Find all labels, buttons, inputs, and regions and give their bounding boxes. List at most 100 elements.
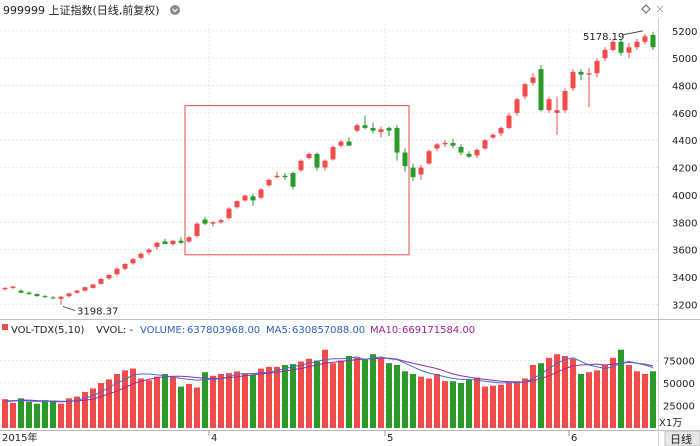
diamond-icon[interactable] (641, 4, 651, 14)
candle (618, 39, 624, 56)
candle-body (626, 47, 632, 53)
volume-bar (370, 354, 376, 428)
volume-tick-label: 50000 (663, 379, 695, 390)
volume-bar (346, 356, 352, 428)
candle-body (178, 240, 184, 243)
candle (122, 263, 128, 271)
volume-bar (434, 374, 440, 428)
volume-bar (482, 386, 488, 428)
candle (66, 292, 72, 298)
candle (498, 126, 504, 137)
candle (378, 126, 384, 138)
candle (34, 293, 40, 297)
volume-bar (586, 372, 592, 428)
candle (514, 97, 520, 116)
candle (370, 122, 376, 134)
candle-body (74, 290, 80, 293)
candlestick-series (2, 32, 656, 305)
x-tick-label: 6 (571, 433, 577, 444)
volume-bar (154, 376, 160, 428)
ma5-line (4, 356, 654, 403)
ma10-label: MA10: (370, 325, 402, 336)
candle (442, 140, 448, 148)
candle (114, 267, 120, 276)
candle (2, 287, 8, 291)
candle (426, 149, 432, 165)
candle (530, 73, 536, 86)
candle (138, 252, 144, 260)
candle-body (522, 84, 528, 97)
candle-body (498, 127, 504, 134)
candle-body (130, 259, 136, 264)
volume-bar (610, 357, 616, 428)
volume-bar (618, 349, 624, 428)
price-tick-label: 4200 (672, 164, 697, 175)
candle-body (442, 142, 448, 145)
candle (162, 238, 168, 245)
candle-body (242, 195, 248, 201)
candle-body (18, 290, 24, 293)
candle-body (338, 141, 344, 146)
volume-bar (522, 378, 528, 428)
price-tick-label: 3400 (672, 273, 697, 284)
volume-bar (578, 374, 584, 428)
candle-body (106, 274, 112, 279)
candle (474, 148, 480, 159)
candle-body (562, 91, 568, 111)
volume-bar (178, 386, 184, 428)
volume-bar (650, 371, 656, 428)
volume-header: VOL-TDX(5,10) VVOL: - VOLUME: 637803968.… (2, 324, 475, 336)
candle (602, 47, 608, 61)
volume-bar (450, 381, 456, 428)
candle-body (354, 125, 360, 131)
volume-bar (42, 400, 48, 428)
volume-bar (266, 366, 272, 428)
candle-body (514, 99, 520, 113)
period-button[interactable]: 日线 (664, 430, 700, 446)
candle (322, 159, 328, 171)
svg-text:VOL-TDX(5,10) VVOL: -: VOL-TDX(5,10) VVOL: - VOLUME: 637803968.… (11, 325, 475, 336)
zoom-out-icon[interactable] (656, 5, 664, 13)
candle (242, 194, 248, 202)
candle (546, 96, 552, 113)
volume-bar (98, 383, 104, 428)
candle-body (386, 127, 392, 131)
volume-bar (466, 379, 472, 428)
volume-bar (426, 378, 432, 428)
candle-body (170, 240, 176, 245)
candle-body (410, 167, 416, 178)
candle-body (146, 249, 152, 253)
volume-bar (626, 365, 632, 428)
high-annotation: 5178.19 (583, 30, 644, 43)
candle (226, 207, 232, 220)
candle-body (530, 77, 536, 83)
candle (202, 216, 208, 226)
candle-body (490, 134, 496, 138)
volume-bar (594, 370, 600, 428)
candle-body (322, 160, 328, 168)
unit-label: X1万 (659, 418, 682, 429)
candle-body (314, 153, 320, 168)
candle (218, 218, 224, 224)
chevron-down-glyph (172, 8, 178, 13)
price-tick-label: 4000 (672, 191, 697, 202)
volume-bar (514, 381, 520, 428)
volume-indicator-icon (2, 324, 8, 330)
dropdown-button[interactable] (170, 5, 180, 15)
volume-bar (74, 396, 80, 428)
candle (266, 178, 272, 187)
candle-body (634, 41, 640, 48)
volume-bar (570, 358, 576, 428)
volume-bar (506, 383, 512, 428)
volume-bar (474, 377, 480, 428)
candle (250, 193, 256, 206)
volume-bar (274, 366, 280, 428)
candle (434, 142, 440, 152)
volume-bar (530, 365, 536, 428)
volume-bar (218, 374, 224, 428)
volume-bar (386, 363, 392, 428)
volume-indicator-name[interactable]: VOL-TDX(5,10) (11, 325, 84, 336)
volume-bar (186, 383, 192, 428)
candle-body (218, 220, 224, 223)
candle (386, 126, 392, 137)
